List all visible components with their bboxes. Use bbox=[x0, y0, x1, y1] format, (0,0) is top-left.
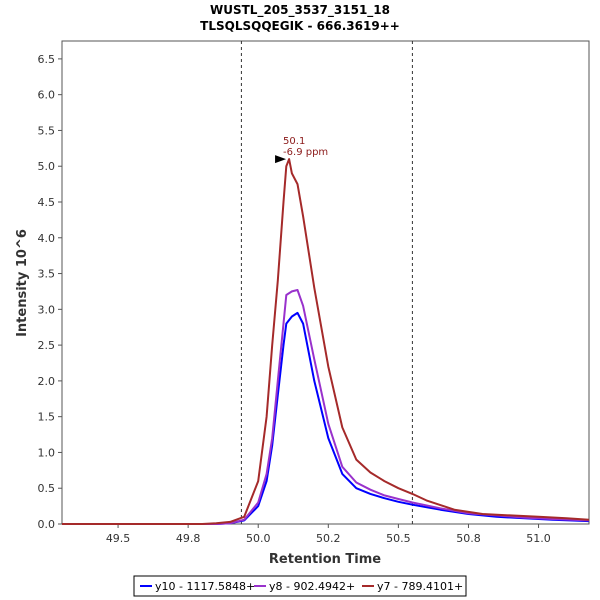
legend-entry: y7 - 789.4101+ bbox=[377, 580, 463, 593]
peak-annotation-ppm: -6.9 ppm bbox=[283, 147, 328, 158]
chart-subtitle: TLSQLSQQEGIK - 666.3619++ bbox=[200, 19, 400, 33]
y-tick-label: 5.0 bbox=[38, 160, 56, 173]
y-tick-label: 0.0 bbox=[38, 518, 56, 531]
y-tick-label: 2.0 bbox=[38, 375, 56, 388]
plot-frame bbox=[61, 40, 590, 525]
legend-entry: y8 - 902.4942+ bbox=[269, 580, 355, 593]
series-line bbox=[62, 158, 590, 525]
peak-annotation-rt: 50.1 bbox=[283, 136, 305, 147]
x-tick-label: 50.2 bbox=[316, 532, 341, 545]
y-tick-label: 3.0 bbox=[38, 303, 56, 316]
y-tick-label: 1.5 bbox=[38, 411, 56, 424]
x-tick-label: 50.0 bbox=[246, 532, 271, 545]
y-tick-label: 4.5 bbox=[38, 196, 56, 209]
x-tick-label: 50.5 bbox=[386, 532, 411, 545]
y-tick-label: 2.5 bbox=[38, 339, 56, 352]
x-tick-label: 50.8 bbox=[456, 532, 481, 545]
y-tick-label: 1.0 bbox=[38, 446, 56, 459]
x-tick-label: 49.8 bbox=[176, 532, 201, 545]
x-tick-label: 51.0 bbox=[526, 532, 551, 545]
plot-area: 0.0 0.5 1.0 1.5 2.0 2.5 3.0 3.5 4.0 4.5 5.0 5.5 6.0 6… bbox=[38, 40, 590, 545]
legend: y10 - 1117.5848+ y8 - 902.4942+ y7 - 789.4… bbox=[133, 575, 467, 597]
y-tick-label: 6.0 bbox=[38, 89, 56, 102]
legend-box bbox=[133, 575, 467, 597]
peak-marker-arrow bbox=[275, 155, 287, 164]
x-tick-label: 49.5 bbox=[106, 532, 131, 545]
series-line bbox=[62, 289, 590, 525]
y-tick-label: 5.5 bbox=[38, 124, 56, 137]
y-tick-label: 3.5 bbox=[38, 268, 56, 281]
y-tick-label: 0.5 bbox=[38, 482, 56, 495]
legend-entry: y10 - 1117.5848+ bbox=[155, 580, 255, 593]
x-axis-label: Retention Time bbox=[269, 552, 381, 567]
y-tick-label: 4.0 bbox=[38, 232, 56, 245]
y-axis-label: Intensity 10^6 bbox=[15, 229, 30, 337]
chart-title: WUSTL_205_3537_3151_18 bbox=[210, 3, 390, 18]
y-tick-label: 6.5 bbox=[38, 53, 56, 66]
